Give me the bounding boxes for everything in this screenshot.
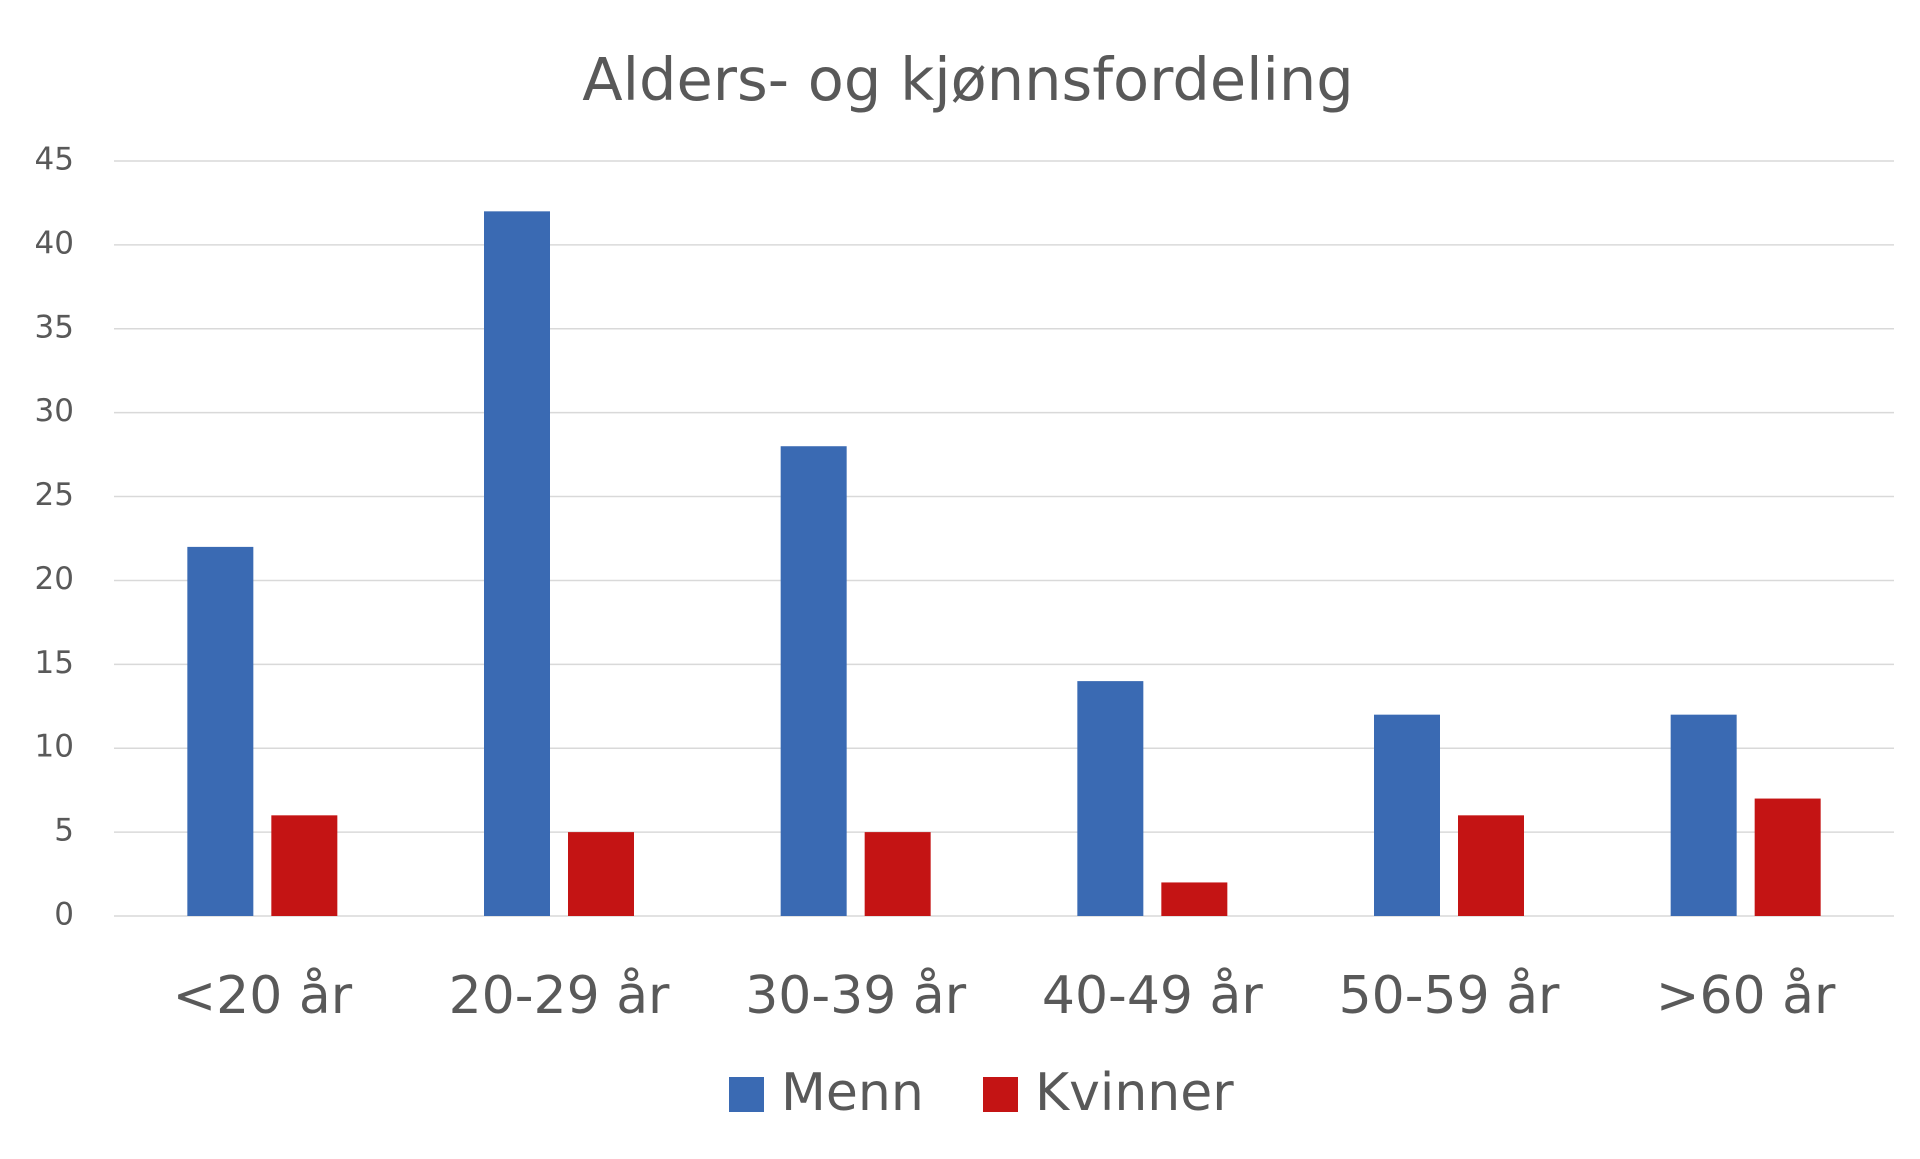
y-tick-label: 15 <box>35 645 74 681</box>
y-tick-label: 30 <box>35 393 74 429</box>
bar <box>1458 815 1524 916</box>
y-tick-label: 35 <box>35 309 74 345</box>
legend-label: Menn <box>781 1063 924 1123</box>
bar <box>568 832 634 916</box>
x-tick-label: <20 år <box>173 966 353 1026</box>
y-tick-label: 10 <box>35 729 74 765</box>
bar <box>1754 798 1821 916</box>
x-tick-label: 40-49 år <box>1042 966 1263 1026</box>
bar <box>484 211 550 917</box>
y-tick-label: 0 <box>54 897 74 933</box>
bar <box>271 815 338 916</box>
y-tick-label: 40 <box>35 225 74 261</box>
x-tick-label: >60 år <box>1656 966 1836 1026</box>
bar <box>1670 714 1737 916</box>
x-tick-label: 30-39 år <box>745 966 966 1026</box>
bar <box>1374 714 1440 916</box>
x-tick-label: 20-29 år <box>449 966 670 1026</box>
y-tick-label: 5 <box>54 813 74 849</box>
legend-swatch <box>729 1077 764 1112</box>
legend-label: Kvinner <box>1035 1063 1234 1123</box>
x-tick-label: 50-59 år <box>1339 966 1560 1026</box>
bar <box>187 546 254 916</box>
bar <box>1077 681 1144 916</box>
legend-swatch <box>983 1077 1018 1112</box>
y-tick-label: 25 <box>35 477 74 513</box>
bar <box>1161 882 1228 916</box>
bar <box>780 446 847 916</box>
bar <box>864 832 931 916</box>
y-tick-label: 20 <box>35 561 74 597</box>
y-tick-label: 45 <box>35 142 74 178</box>
chart-title: Alders- og kjønnsfordeling <box>582 45 1354 114</box>
